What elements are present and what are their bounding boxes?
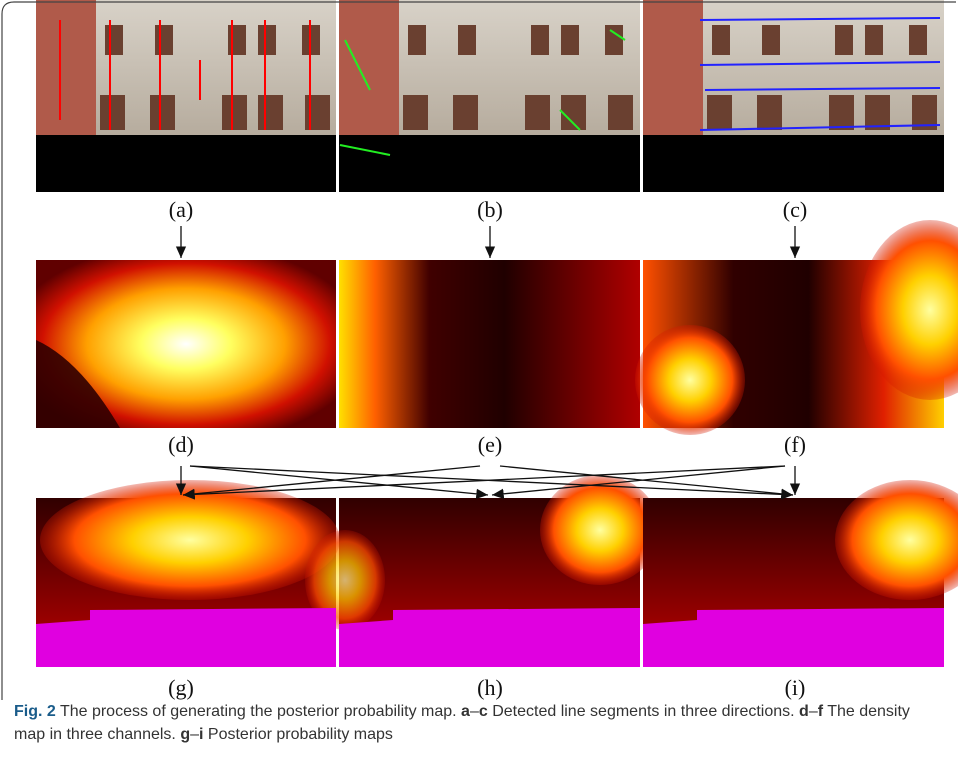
panel-label: (b) <box>477 197 503 222</box>
caption-segment: The process of generating the posterior … <box>56 703 461 720</box>
caption-segment: – <box>470 703 479 720</box>
caption-segment: d <box>799 703 809 720</box>
panel-label: (c) <box>783 197 807 222</box>
panel-label: (e) <box>478 432 502 457</box>
caption-segment: – <box>190 726 199 743</box>
caption-segment: g <box>180 726 190 743</box>
photos <box>36 0 944 192</box>
figure: (a) (b) (c) (d) (e) (f) (g) (h) (i) Fig. 2 The p… <box>0 0 958 771</box>
panel-label: (f) <box>784 432 806 457</box>
caption-segment: Detected line segments in three directio… <box>488 703 799 720</box>
density-maps <box>36 220 958 435</box>
caption-segment: a <box>461 703 470 720</box>
panel-label: (h) <box>477 675 503 700</box>
panel-label: (g) <box>168 675 194 700</box>
caption-segment: Posterior probability maps <box>203 726 392 743</box>
caption-segment: – <box>809 703 818 720</box>
panel-label: (d) <box>168 432 194 457</box>
panel-label: (a) <box>169 197 193 222</box>
caption: Fig. 2 The process of generating the pos… <box>14 700 934 746</box>
posterior-maps <box>36 475 958 667</box>
caption-segment: c <box>479 703 488 720</box>
figure-art: (a) (b) (c) (d) (e) (f) (g) (h) (i) <box>0 0 958 700</box>
panel-label: (i) <box>785 675 806 700</box>
caption-segment: Fig. 2 <box>14 703 56 720</box>
